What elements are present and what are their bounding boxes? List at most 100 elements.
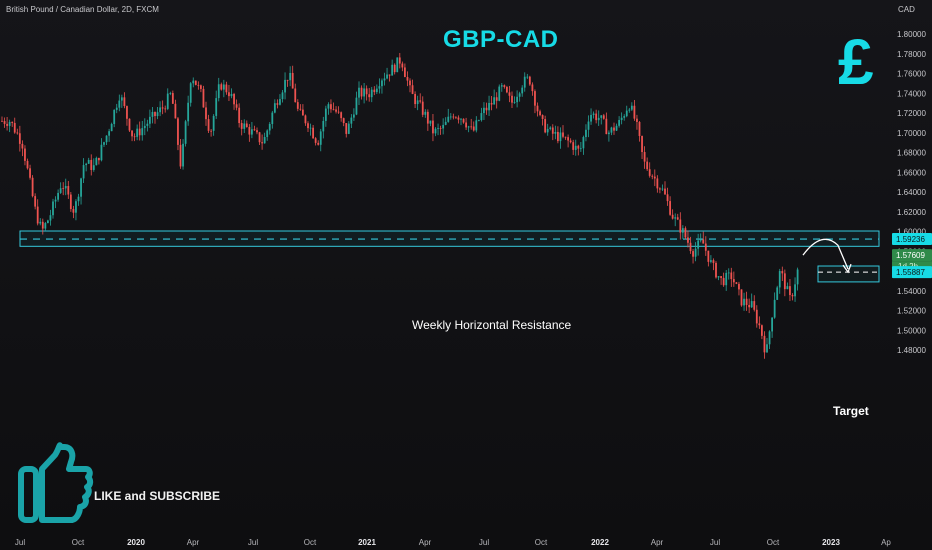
- target-price-badge-text: 1.55887: [896, 268, 925, 277]
- candle-body: [92, 165, 95, 170]
- candle-body: [521, 87, 524, 94]
- x-tick-label: 2021: [358, 538, 376, 547]
- resistance-price-badge-text: 1.59236: [896, 235, 925, 244]
- candle-body: [684, 228, 687, 238]
- candle-body: [146, 123, 149, 126]
- projection-arrow: [802, 238, 849, 270]
- candle-body: [506, 86, 508, 93]
- candle-body: [753, 301, 756, 310]
- candle-body: [546, 128, 549, 133]
- candle-body: [207, 119, 210, 131]
- candle-body: [513, 102, 516, 103]
- candle-body: [455, 117, 457, 119]
- candle-body: [309, 127, 312, 129]
- candle-body: [67, 186, 70, 195]
- candle-body: [582, 137, 585, 149]
- candle-body: [528, 76, 531, 85]
- candle-body: [758, 323, 761, 326]
- candle-body: [123, 97, 126, 107]
- x-tick-label: Oct: [535, 538, 548, 547]
- y-tick-label: 1.70000: [897, 129, 926, 138]
- candle-body: [664, 188, 666, 195]
- candle-body: [748, 304, 751, 308]
- resistance-zone-label: Weekly Horizontal Resistance: [412, 318, 572, 332]
- x-tick-label: Jul: [15, 538, 25, 547]
- candle-body: [671, 214, 674, 219]
- candle-body: [192, 80, 195, 84]
- candle-body: [16, 132, 19, 134]
- candle-body: [401, 63, 404, 68]
- candle-body: [182, 143, 184, 167]
- candle-body: [126, 106, 128, 119]
- candle-body: [490, 102, 493, 105]
- candle-body: [465, 122, 467, 128]
- candle-body: [763, 335, 766, 353]
- candle-body: [6, 123, 8, 126]
- candle-body: [715, 262, 717, 278]
- candle-body: [768, 331, 771, 345]
- candle-body: [600, 115, 603, 118]
- candle-body: [409, 80, 411, 86]
- candle-body: [159, 107, 161, 113]
- candle-body: [47, 220, 49, 224]
- candle-body: [98, 157, 100, 161]
- candle-body: [327, 104, 330, 109]
- candle-body: [230, 93, 233, 97]
- candle-body: [54, 199, 57, 202]
- candle-body: [210, 130, 212, 132]
- candle-body: [623, 116, 626, 118]
- candle-body: [220, 84, 223, 90]
- candle-body: [738, 283, 740, 290]
- x-tick-label: 2020: [127, 538, 145, 547]
- candle-body: [312, 127, 314, 139]
- candle-body: [335, 109, 337, 112]
- candle-body: [215, 98, 218, 116]
- candle-body: [281, 92, 284, 100]
- candle-body: [39, 221, 42, 224]
- candle-body: [766, 344, 768, 353]
- candle-body: [291, 72, 294, 89]
- candle-body: [549, 127, 552, 129]
- candle-body: [166, 93, 169, 109]
- candle-body: [31, 177, 34, 197]
- candle-body: [299, 108, 302, 110]
- candle-body: [460, 118, 462, 120]
- candle-body: [245, 123, 248, 128]
- x-tick-label: Apr: [419, 538, 432, 547]
- candle-body: [365, 88, 368, 95]
- candle-body: [480, 113, 483, 121]
- candle-body: [419, 100, 422, 102]
- candle-body: [508, 92, 511, 96]
- y-tick-label: 1.64000: [897, 188, 926, 197]
- target-label: Target: [833, 404, 869, 418]
- candle-body: [557, 131, 559, 142]
- candle-body: [467, 126, 470, 128]
- candle-body: [783, 273, 786, 290]
- candle-body: [388, 74, 391, 76]
- candle-body: [585, 129, 587, 138]
- candle-body: [608, 132, 610, 135]
- candle-body: [620, 117, 623, 121]
- candle-body: [273, 103, 276, 113]
- candle-body: [661, 188, 664, 190]
- candle-body: [789, 286, 791, 296]
- candle-body: [13, 122, 16, 133]
- candle-body: [794, 284, 796, 297]
- y-tick-label: 1.48000: [897, 346, 926, 355]
- candle-body: [100, 144, 103, 161]
- candle-body: [141, 128, 144, 136]
- y-tick-label: 1.66000: [897, 168, 926, 177]
- candle-body: [322, 120, 325, 132]
- candle-body: [725, 272, 728, 286]
- candle-body: [615, 125, 618, 131]
- resistance-price-badge: [892, 233, 932, 246]
- candle-body: [80, 178, 82, 197]
- candle-body: [279, 99, 281, 105]
- candle-body: [115, 107, 118, 110]
- candle-body: [674, 217, 677, 219]
- candle-body: [411, 85, 414, 94]
- candle-body: [681, 228, 684, 233]
- candle-body: [187, 102, 190, 122]
